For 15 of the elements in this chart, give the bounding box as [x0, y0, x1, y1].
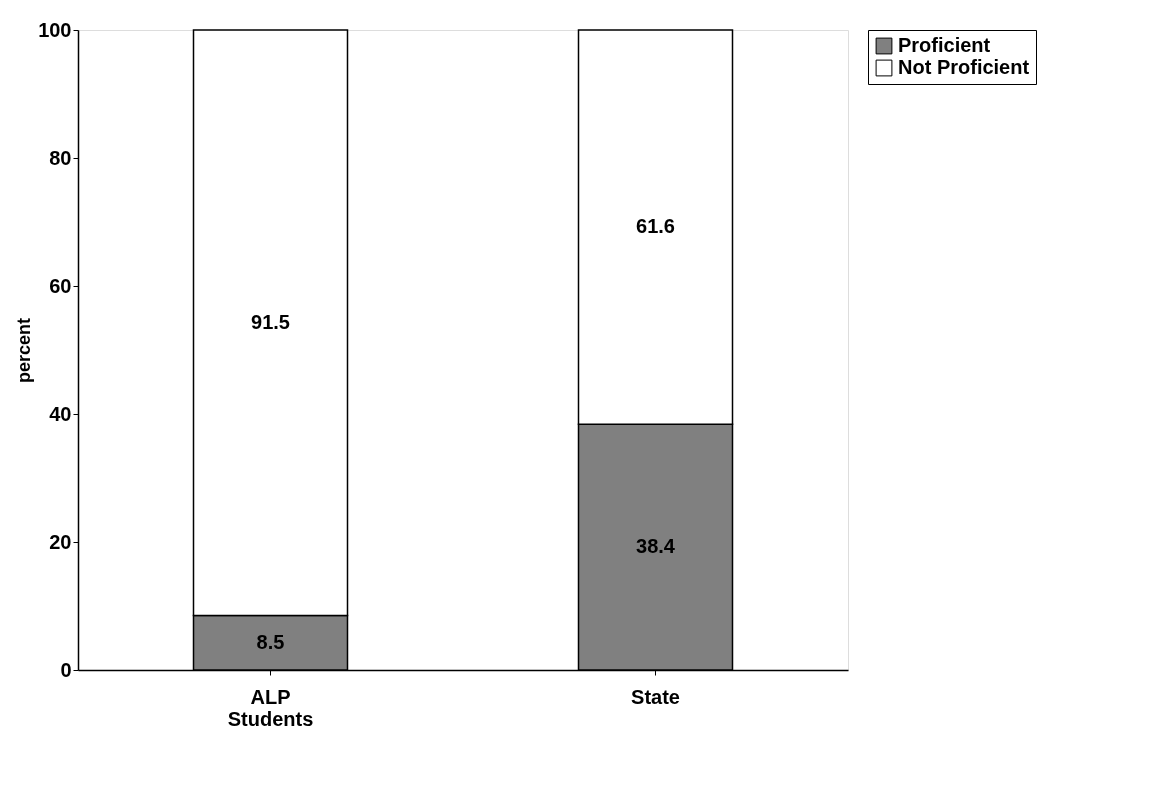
x-tick-label: ALP Students	[227, 685, 314, 730]
legend-label: Proficient	[898, 34, 991, 56]
y-tick-label: 20	[49, 530, 72, 553]
y-tick-label: 0	[60, 658, 72, 681]
x-tick-label: State	[631, 685, 680, 708]
data-label: 38.4	[636, 535, 676, 558]
y-tick-label: 40	[49, 402, 72, 425]
y-axis-title: percent	[14, 317, 35, 384]
y-tick-label: 60	[49, 274, 72, 297]
data-label: 61.6	[636, 215, 675, 238]
data-label: 91.5	[251, 310, 290, 333]
y-tick-label: 80	[49, 146, 72, 169]
y-tick-label: 100	[38, 18, 72, 41]
data-label: 8.5	[256, 630, 285, 653]
legend-label: Not Proficient	[898, 56, 1030, 78]
